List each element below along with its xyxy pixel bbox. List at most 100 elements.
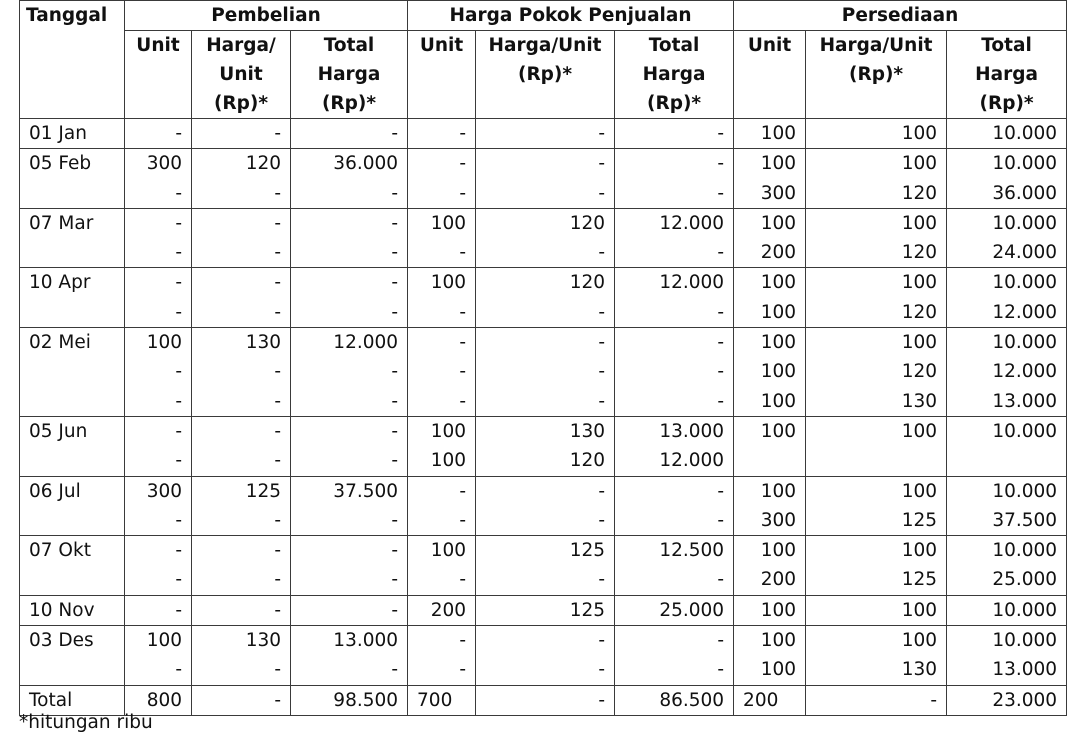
header-persediaan-total-harga: Total Harga (Rp)* — [946, 30, 1068, 119]
cell-value: - — [274, 212, 281, 234]
cell-value: - — [274, 361, 281, 383]
cell-value: - — [175, 272, 182, 294]
cell-value: 300 — [146, 153, 182, 175]
cell-value: ​ — [743, 446, 796, 475]
cell-hpp-total: 12.000 - — [614, 207, 735, 269]
header-text-line: Unit — [419, 35, 464, 56]
cell-value: 13.000 — [992, 390, 1058, 412]
cell-pembelian-total: - — [289, 117, 409, 150]
cell-value: 100 — [760, 153, 797, 175]
cell-value: 100 — [760, 599, 797, 621]
cell-value: 100 — [901, 480, 938, 502]
cell-value: 13.000 — [333, 630, 399, 652]
cell-value: - — [459, 480, 467, 502]
cell-persediaan-unit: 100 200 — [733, 207, 807, 269]
cell-hpp-unit: 100 - — [407, 207, 477, 269]
header-group-purchases: Pembelian — [123, 0, 409, 31]
cell-persediaan-harga: 100 125 — [805, 535, 948, 596]
cell-value: 200 — [760, 242, 797, 264]
header-pembelian-unit: Unit — [124, 30, 192, 119]
cell-value: - — [391, 242, 399, 264]
table-body: 01 Jan - - - - - -100 100 10.000 05 Feb 300-120-36… — [19, 117, 1068, 716]
cell-value: 10.000 — [992, 123, 1058, 144]
total-persediaan-harga: - — [805, 684, 948, 716]
cell-value: 100 — [760, 123, 797, 144]
cell-value: 100 — [430, 212, 467, 234]
cell-value: - — [274, 659, 281, 681]
cell-value: - — [598, 332, 606, 354]
cell-value: - — [717, 242, 725, 264]
cell-value: 12.000 — [333, 332, 399, 354]
cell-hpp-unit: - - - — [407, 327, 477, 417]
cell-value: - — [175, 569, 182, 591]
cell-pembelian-total: 36.000 - — [289, 148, 409, 209]
table-row: 10 Apr - - - - - -100-120-12.000-100 100 100 120 1… — [19, 267, 1068, 329]
cell-persediaan-unit: 100 300 — [733, 475, 807, 537]
cell-value: 100 — [760, 630, 797, 652]
cell-pembelian-unit: 100 - — [124, 625, 192, 686]
cell-value: - — [391, 390, 399, 412]
cell-value: - — [175, 390, 182, 412]
cell-value: 37.500 — [992, 509, 1058, 531]
cell-value: - — [391, 659, 399, 681]
cell-value: - — [598, 509, 606, 531]
cell-value: 125 — [901, 569, 938, 591]
header-text-line: (Rp)* — [321, 93, 377, 114]
cell-value: - — [274, 509, 281, 531]
cell-value: - — [459, 332, 467, 354]
cell-persediaan-unit: 100 100 100 — [733, 327, 807, 417]
cell-persediaan-unit: 100 100 — [733, 625, 807, 686]
cell-hpp-total: 12.500 - — [614, 535, 735, 596]
table-row: 06 Jul 300-125-37.500- - - - - - -100 300 100 125 1… — [19, 475, 1068, 537]
cell-value: - — [717, 182, 725, 204]
cell-value: - — [391, 569, 399, 591]
cell-persediaan-total: 10.000 — [946, 594, 1068, 627]
total-row: Total 800-98.500 700-86.500 200-23.000 — [19, 684, 1068, 716]
cell-hpp-total: 12.000 - — [614, 267, 735, 329]
cell-value: 100 — [901, 153, 938, 175]
header-text-line: Harga — [975, 64, 1038, 85]
table-row: 03 Des 100-130-13.000- - - - - - -100 100 100 130 1… — [19, 625, 1068, 686]
cell-value: - — [175, 123, 182, 144]
cell-hpp-total: - — [614, 117, 735, 150]
cell-value: 25.000 — [992, 569, 1058, 591]
cell-value: 100 — [760, 540, 797, 562]
cell-value: 100 — [760, 301, 797, 323]
cell-value: - — [175, 420, 182, 442]
cell-value: 100 — [430, 420, 467, 442]
cell-value: 125 — [901, 509, 938, 531]
header-text-line: (Rp)* — [517, 64, 573, 85]
cell-value: - — [459, 659, 467, 681]
row-date: 05 Jun — [19, 415, 125, 477]
cell-value: 100 — [901, 420, 938, 442]
cell-value: - — [175, 361, 182, 383]
cell-value: 100 — [901, 272, 938, 294]
row-date: 06 Jul — [19, 475, 125, 537]
header-text-line: Harga/Unit — [819, 35, 933, 56]
cell-hpp-harga: 125 - — [475, 535, 616, 596]
cell-hpp-unit: 100 - — [407, 535, 477, 596]
cell-pembelian-unit: -- — [124, 267, 192, 329]
header-text-line: Total — [323, 35, 375, 56]
header-text-line: Unit — [136, 35, 180, 56]
cell-hpp-harga: -- — [475, 475, 616, 537]
cell-value: - — [391, 540, 399, 562]
cell-pembelian-harga: -- — [191, 415, 291, 477]
cell-hpp-harga: 120 - — [475, 267, 616, 329]
cell-persediaan-unit: 100 100 — [733, 267, 807, 329]
cell-value: - — [391, 420, 399, 442]
cell-pembelian-total: -- — [289, 415, 409, 477]
cell-persediaan-harga: 100 — [805, 594, 948, 627]
total-hpp-unit: 700 — [407, 684, 477, 716]
header-text-line: (Rp)* — [647, 93, 702, 114]
cell-pembelian-unit: - — [124, 594, 192, 627]
cell-value: - — [274, 182, 281, 204]
cell-value: 100 — [901, 540, 938, 562]
cell-value: - — [274, 301, 281, 323]
cell-value: - — [274, 272, 281, 294]
total-persediaan-total: 23.000 — [946, 684, 1068, 716]
total-pembelian-unit: 800 — [124, 684, 192, 716]
cell-pembelian-harga: 125 - — [191, 475, 291, 537]
cell-persediaan-harga: 100 120 — [805, 267, 948, 329]
cell-value: 300 — [760, 509, 797, 531]
